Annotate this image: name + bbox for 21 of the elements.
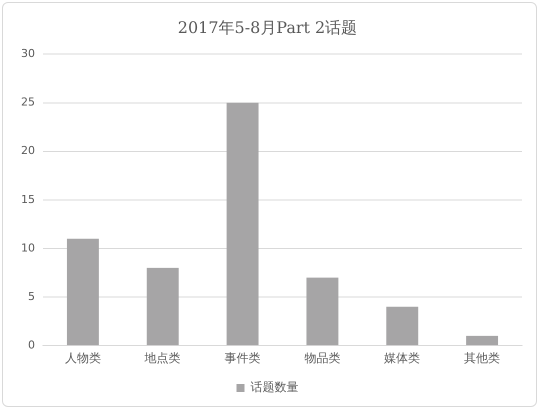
- x-tick-label: 人物类: [64, 350, 101, 365]
- bar: [146, 268, 179, 346]
- bar: [226, 102, 259, 346]
- x-tick-label: 地点类: [144, 350, 181, 365]
- y-tick-label: 5: [28, 290, 35, 303]
- bar: [66, 238, 99, 346]
- y-tick-label: 0: [28, 338, 35, 352]
- y-tick-label: 20: [20, 144, 35, 158]
- y-tick-label: 10: [20, 241, 35, 254]
- x-tick-label: 媒体类: [384, 350, 420, 365]
- legend-label: 话题数量: [250, 380, 298, 394]
- x-tick-label: 物品类: [304, 350, 340, 365]
- bar: [466, 336, 498, 346]
- x-tick-label: 其他类: [464, 350, 500, 365]
- y-tick-label: 15: [20, 192, 35, 206]
- y-tick-label: 25: [20, 96, 35, 109]
- x-tick-label: 事件类: [224, 350, 261, 365]
- y-tick-label: 30: [20, 47, 35, 60]
- bar: [386, 306, 418, 346]
- bar: [306, 278, 338, 346]
- chart-title: 2017年5-8月Part 2话题: [178, 18, 358, 37]
